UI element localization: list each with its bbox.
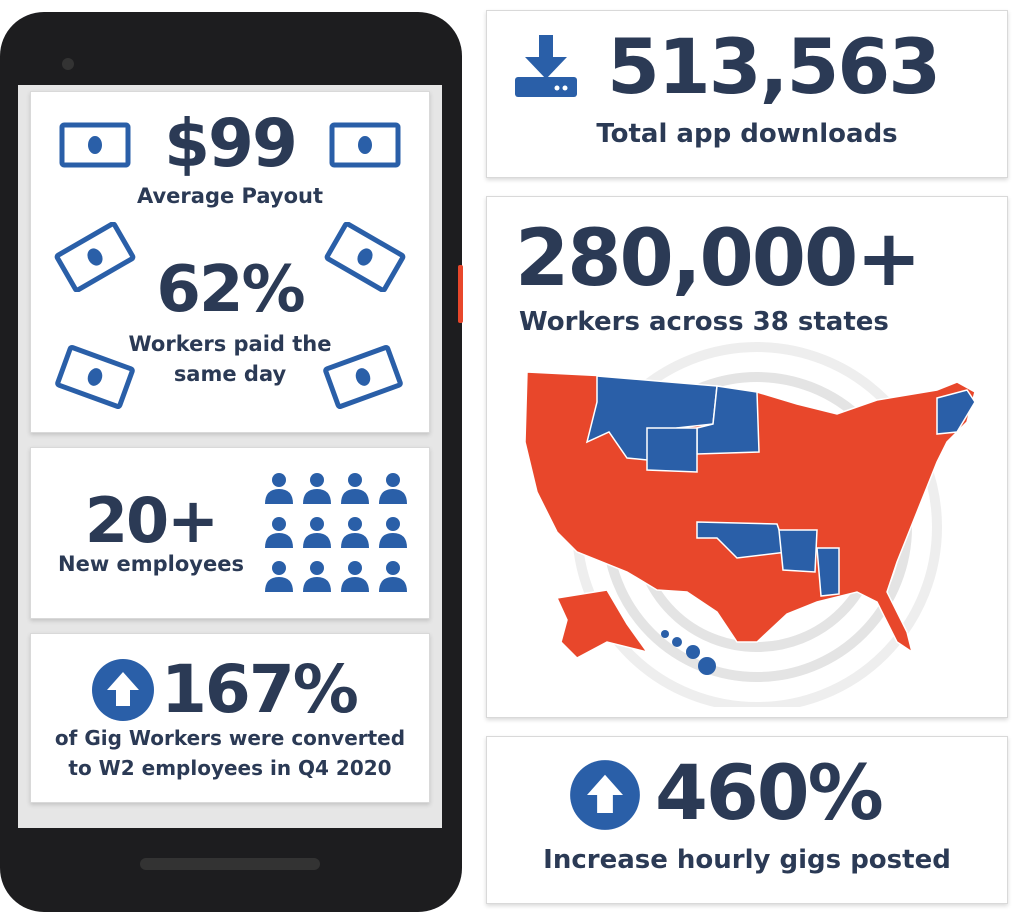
money-icon bbox=[59, 122, 131, 168]
workers-card: 280,000+ Workers across 38 states bbox=[486, 196, 1008, 718]
person-icon bbox=[303, 517, 331, 548]
people-icon-grid bbox=[265, 472, 415, 596]
conversion-label-line1: of Gig Workers were converted bbox=[54, 726, 406, 750]
payout-label: Average Payout bbox=[136, 184, 323, 208]
conversion-card: 167% of Gig Workers were converted to W2… bbox=[30, 633, 430, 803]
same-day-label-line1: Workers paid the bbox=[128, 332, 332, 356]
phone-side-button bbox=[458, 265, 463, 323]
person-icon bbox=[379, 517, 407, 548]
money-icon bbox=[55, 344, 135, 410]
same-day-label-line2: same day bbox=[173, 362, 287, 386]
money-icon bbox=[329, 122, 401, 168]
same-day-value: 62% bbox=[156, 253, 305, 327]
person-icon bbox=[265, 561, 293, 592]
person-icon bbox=[379, 473, 407, 504]
person-icon bbox=[303, 561, 331, 592]
person-icon bbox=[341, 561, 369, 592]
workers-value: 280,000+ bbox=[515, 214, 922, 304]
gigs-value: 460% bbox=[655, 748, 884, 837]
conversion-label-line2: to W2 employees in Q4 2020 bbox=[68, 756, 392, 780]
person-icon bbox=[303, 473, 331, 504]
arrow-up-icon bbox=[92, 659, 154, 721]
person-icon bbox=[265, 473, 293, 504]
camera-dot bbox=[62, 58, 74, 70]
downloads-label: Total app downloads bbox=[596, 119, 898, 149]
person-icon bbox=[341, 517, 369, 548]
download-icon bbox=[515, 35, 577, 97]
employees-label: New employees bbox=[58, 552, 244, 576]
money-icon bbox=[323, 344, 403, 410]
person-icon bbox=[379, 561, 407, 592]
employees-card: 20+ New employees bbox=[30, 447, 430, 619]
phone-home-bar bbox=[140, 858, 320, 870]
conversion-value: 167% bbox=[161, 651, 359, 728]
payout-value: $99 bbox=[164, 105, 298, 182]
downloads-value: 513,563 bbox=[607, 22, 941, 111]
employees-value: 20+ bbox=[84, 484, 219, 557]
downloads-card: 513,563 Total app downloads bbox=[486, 10, 1008, 178]
arrow-up-icon bbox=[570, 760, 640, 830]
us-map bbox=[524, 371, 976, 675]
person-icon bbox=[341, 473, 369, 504]
phone-screen: $99 Average Payout 62% Workers paid the … bbox=[18, 85, 442, 828]
gigs-card: 460% Increase hourly gigs posted bbox=[486, 736, 1008, 904]
money-icon bbox=[324, 222, 406, 292]
payout-card: $99 Average Payout 62% Workers paid the … bbox=[30, 91, 430, 433]
person-icon bbox=[265, 517, 293, 548]
money-icon bbox=[54, 222, 136, 292]
workers-label: Workers across 38 states bbox=[519, 307, 889, 337]
gigs-label: Increase hourly gigs posted bbox=[543, 845, 951, 875]
